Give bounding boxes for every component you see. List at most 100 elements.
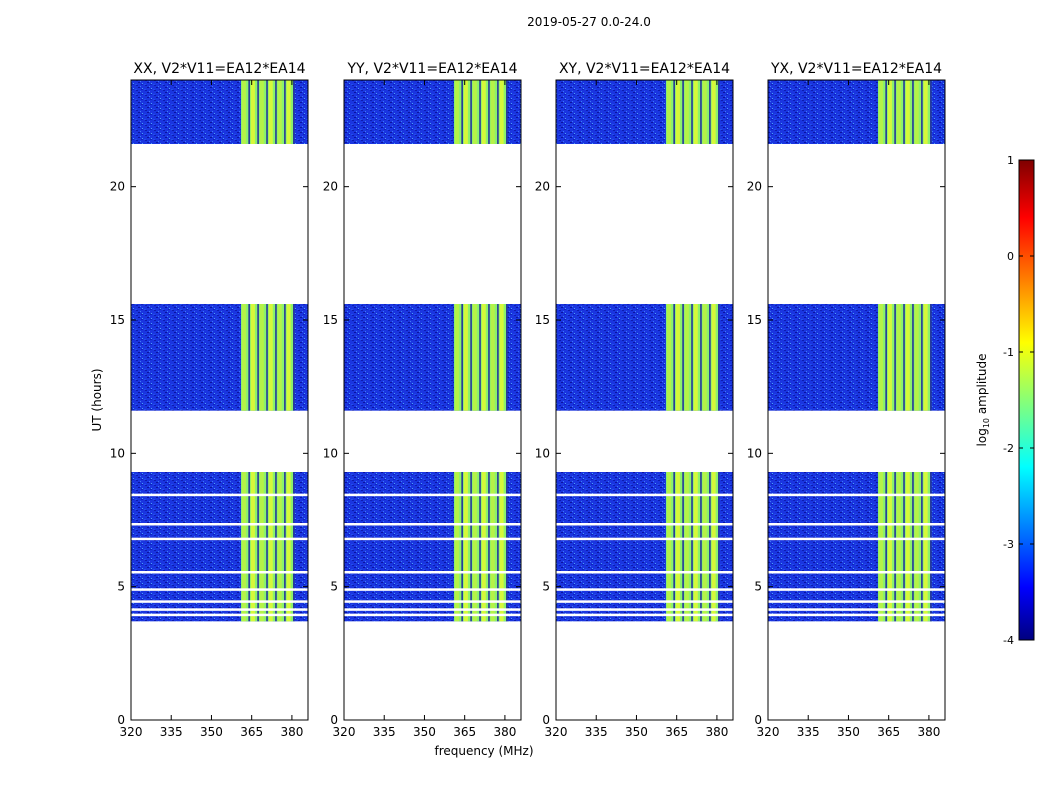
x-tick-label: 320: [333, 725, 356, 739]
emission-stripe: [286, 80, 291, 144]
flagged-gap: [344, 588, 521, 591]
emission-stripe: [914, 472, 919, 622]
figure-title: 2019-05-27 0.0-24.0: [527, 15, 651, 29]
emission-stripe: [702, 472, 707, 622]
emission-divider: [497, 472, 499, 622]
flagged-gap: [344, 600, 521, 603]
emission-stripe: [499, 304, 504, 411]
emission-divider: [691, 472, 693, 622]
emission-stripe: [286, 472, 291, 622]
emission-stripe: [896, 304, 901, 411]
y-tick-label: 15: [747, 313, 762, 327]
panel-title: YY, V2*V11=EA12*EA14: [346, 61, 517, 77]
emission-divider: [284, 472, 286, 622]
emission-divider: [266, 80, 268, 144]
colorbar-tick-label: -3: [1003, 538, 1014, 551]
x-tick-label: 365: [665, 725, 688, 739]
emission-stripe: [878, 80, 883, 144]
flagged-gap: [768, 613, 945, 617]
x-tick-label: 335: [585, 725, 608, 739]
x-tick-label: 320: [757, 725, 780, 739]
x-axis-label: frequency (MHz): [434, 744, 533, 758]
emission-stripe: [481, 304, 486, 411]
emission-divider: [266, 472, 268, 622]
emission-divider: [470, 304, 472, 411]
emission-divider: [885, 80, 887, 144]
flagged-gap: [131, 613, 308, 617]
emission-stripe: [259, 304, 264, 411]
emission-divider: [275, 80, 277, 144]
panel-title: XY, V2*V11=EA12*EA14: [559, 61, 730, 77]
panel-2: XY, V2*V11=EA12*EA14 0 5 10 15 20 320 335 350 365…: [535, 61, 734, 739]
emission-divider: [275, 472, 277, 622]
emission-stripe: [675, 304, 680, 411]
flagged-gap: [556, 493, 733, 497]
emission-divider: [479, 472, 481, 622]
emission-divider: [921, 472, 923, 622]
emission-divider: [691, 304, 693, 411]
emission-stripe: [454, 304, 459, 411]
emission-divider: [903, 304, 905, 411]
y-tick-label: 5: [754, 580, 762, 594]
emission-divider: [700, 80, 702, 144]
emission-stripe: [454, 80, 459, 144]
emission-divider: [709, 80, 711, 144]
y-tick-label: 5: [330, 580, 338, 594]
flagged-gap: [556, 571, 733, 574]
flagged-gap: [768, 571, 945, 574]
y-tick-label: 10: [535, 446, 550, 460]
x-tick-label: 380: [493, 725, 516, 739]
emission-divider: [257, 472, 259, 622]
flagged-gap: [556, 613, 733, 617]
emission-stripe: [887, 80, 892, 144]
y-tick-label: 20: [747, 180, 762, 194]
emission-stripe: [923, 80, 928, 144]
emission-divider: [885, 304, 887, 411]
emission-stripe: [499, 80, 504, 144]
emission-divider: [700, 304, 702, 411]
emission-stripe: [666, 80, 671, 144]
emission-divider: [673, 472, 675, 622]
y-tick-label: 15: [323, 313, 338, 327]
x-tick-label: 380: [280, 725, 303, 739]
emission-divider: [488, 304, 490, 411]
emission-divider: [709, 472, 711, 622]
x-tick-label: 365: [240, 725, 263, 739]
flagged-gap: [344, 523, 521, 526]
emission-stripe: [481, 472, 486, 622]
x-tick-label: 365: [877, 725, 900, 739]
emission-stripe: [268, 80, 273, 144]
flagged-gap: [131, 523, 308, 526]
emission-divider: [470, 80, 472, 144]
emission-divider: [275, 304, 277, 411]
colorbar-tick-label: -2: [1003, 442, 1014, 455]
emission-divider: [479, 304, 481, 411]
colorbar-tick-label: 1: [1007, 154, 1014, 167]
emission-divider: [903, 80, 905, 144]
emission-stripe: [259, 472, 264, 622]
x-tick-label: 350: [625, 725, 648, 739]
emission-divider: [293, 304, 295, 411]
flagged-gap: [768, 537, 945, 541]
x-tick-label: 380: [705, 725, 728, 739]
emission-stripe: [268, 472, 273, 622]
colorbar-label-log: log: [975, 428, 989, 446]
emission-divider: [894, 472, 896, 622]
emission-divider: [470, 472, 472, 622]
emission-divider: [461, 472, 463, 622]
emission-stripe: [905, 472, 910, 622]
emission-stripe: [702, 304, 707, 411]
y-tick-label: 0: [542, 713, 550, 727]
emission-divider: [718, 80, 720, 144]
emission-stripe: [684, 80, 689, 144]
emission-divider: [894, 304, 896, 411]
x-tick-label: 350: [413, 725, 436, 739]
emission-divider: [488, 80, 490, 144]
x-tick-label: 335: [373, 725, 396, 739]
y-tick-label: 15: [110, 313, 125, 327]
emission-divider: [284, 80, 286, 144]
flagged-gap: [344, 608, 521, 611]
emission-divider: [248, 472, 250, 622]
flagged-gap: [556, 537, 733, 541]
